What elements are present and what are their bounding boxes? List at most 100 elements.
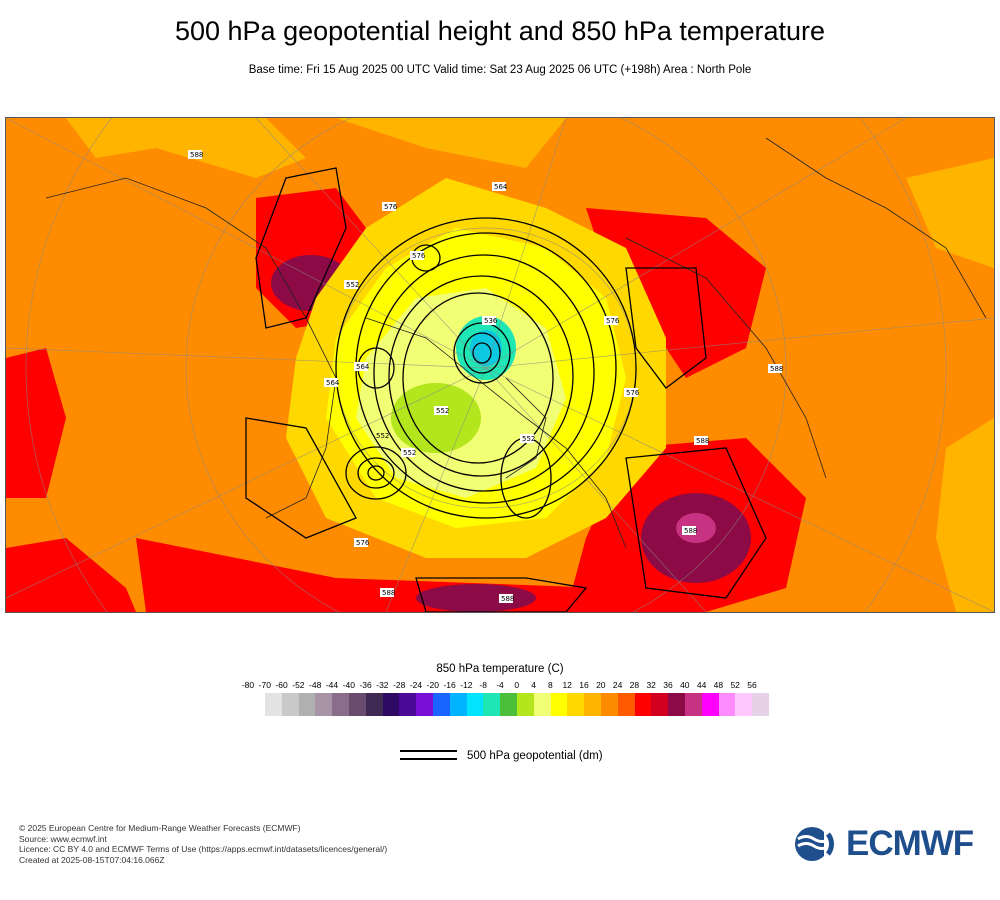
colorbar-tick-label: 32 [646, 680, 656, 690]
colorbar-tick-label: -52 [292, 680, 305, 690]
contour-label: 576 [606, 317, 620, 325]
colorbar-tick-label: -32 [376, 680, 389, 690]
colorbar-swatch [265, 693, 282, 716]
ecmwf-logo: ECMWF [794, 826, 984, 862]
colorbar-tick-label: -12 [460, 680, 473, 690]
north-pole-map: 552 552 552 576 564 588 588 588 576 564 … [5, 117, 995, 613]
colorbar-swatch [416, 693, 433, 716]
contour-label: 588 [190, 151, 203, 159]
contour-label: 552 [522, 435, 535, 443]
colorbar-swatch [668, 693, 685, 716]
contour-label: 552 [376, 432, 389, 440]
contour-label: 576 [412, 252, 426, 260]
colorbar-swatch [516, 693, 534, 716]
colorbar-tick-label: -70 [258, 680, 271, 690]
colorbar-swatch [298, 693, 316, 716]
colorbar-tick-label: 24 [612, 680, 623, 690]
colorbar-swatch [567, 693, 585, 716]
contour-label: 576 [384, 203, 398, 211]
colorbar-swatch [533, 693, 551, 716]
contour-label: 576 [356, 539, 370, 547]
footer-source: Source: www.ecmwf.int [19, 833, 107, 844]
colorbar-swatch [684, 693, 702, 716]
contour-label: 576 [626, 389, 640, 397]
colorbar-title: 850 hPa temperature (C) [436, 663, 564, 675]
geopotential-legend-label: 500 hPa geopotential (dm) [467, 750, 603, 762]
hot-region-patch [6, 538, 136, 612]
ecmwf-logo-text: ECMWF [846, 824, 974, 863]
contour-label: 552 [403, 449, 416, 457]
contour-label: 564 [326, 379, 340, 387]
colorbar-tick-label: -4 [496, 680, 504, 690]
warm-region-patch [936, 418, 994, 612]
colorbar-swatch [449, 693, 467, 716]
contour-label: 552 [346, 281, 359, 289]
warm-region-patch [906, 158, 994, 268]
colorbar-swatch [600, 693, 618, 716]
colorbar-tick-label: 16 [579, 680, 589, 690]
colorbar-swatch [483, 693, 501, 716]
contour-label: 588 [770, 365, 783, 373]
colorbar-tick-label: -16 [443, 680, 456, 690]
footer-credits: © 2025 European Centre for Medium-Range … [19, 823, 387, 865]
chart-title: 500 hPa geopotential height and 850 hPa … [174, 16, 825, 46]
colorbar-tick-label: 8 [548, 680, 553, 690]
colorbar-tick-label: 40 [680, 680, 690, 690]
hot-core [416, 584, 536, 612]
colorbar-tick-label: 52 [730, 680, 740, 690]
footer-copyright: © 2025 European Centre for Medium-Range … [19, 823, 301, 833]
colorbar-swatch [315, 693, 333, 716]
colorbar-swatch [399, 693, 417, 716]
colorbar-swatch [281, 693, 299, 716]
hot-region-patch [586, 208, 766, 378]
graticule [6, 118, 994, 612]
colorbar-tick-label: -20 [426, 680, 439, 690]
colorbar-tick-label: 56 [747, 680, 757, 690]
colorbar-swatch [332, 693, 349, 716]
colorbar-tick-label: -8 [479, 680, 487, 690]
colorbar-swatch [617, 693, 635, 716]
colorbar-swatch [651, 693, 669, 716]
contour-label: 588 [696, 437, 709, 445]
colorbar-tick-label: -44 [325, 680, 339, 690]
colorbar-swatch [500, 693, 517, 716]
warm-region-patch [336, 118, 566, 168]
contour-label: 536 [484, 317, 498, 325]
colorbar-swatch [718, 693, 736, 716]
contour-label-group: 552 552 552 576 564 588 588 588 576 564 … [188, 150, 783, 603]
colorbar-swatch [634, 693, 652, 716]
contour-label: 588 [684, 527, 697, 535]
colorbar-tick-label: 0 [514, 680, 520, 690]
colorbar-tick-label: -36 [359, 680, 372, 690]
colorbar [265, 693, 769, 716]
colorbar-tick-label: -48 [309, 680, 322, 690]
colorbar-tick-label: 36 [663, 680, 673, 690]
ecmwf-logo-mark [795, 827, 842, 861]
colorbar-swatch [466, 693, 484, 716]
colorbar-swatch [550, 693, 568, 716]
colorbar-tick-label: -40 [342, 680, 355, 690]
colorbar-tick-label: -28 [393, 680, 406, 690]
contour-label: 552 [436, 407, 449, 415]
colorbar-swatch [735, 693, 753, 716]
colorbar-tick-label: 20 [596, 680, 606, 690]
colorbar-swatch [432, 693, 450, 716]
geopotential-legend-line [400, 750, 457, 760]
colorbar-swatch [365, 693, 383, 716]
colorbar-tick-label: -24 [409, 680, 423, 690]
colorbar-swatch [752, 693, 769, 716]
warm-region-patch [66, 118, 306, 178]
colorbar-swatch [348, 693, 366, 716]
colorbar-tick-label: 28 [629, 680, 640, 690]
colorbar-tick-label: 12 [562, 680, 572, 690]
footer-created: Created at 2025-08-15T07:04:16.066Z [19, 854, 165, 865]
contour-label: 564 [356, 363, 370, 371]
colorbar-tick-label: -80 [241, 680, 255, 690]
hot-region-patch [6, 348, 66, 498]
colorbar-swatch [382, 693, 400, 716]
colorbar-tick-label: 4 [531, 680, 536, 690]
colorbar-tick-labels: -80 -70 -60 -52 -48 -44 -40 -36 -32 -28 -24 -20 -16-… [238, 680, 762, 694]
colorbar-swatch [701, 693, 719, 716]
contour-label: 588 [382, 589, 395, 597]
footer-licence: Licence: CC BY 4.0 and ECMWF Terms of Us… [19, 844, 388, 854]
